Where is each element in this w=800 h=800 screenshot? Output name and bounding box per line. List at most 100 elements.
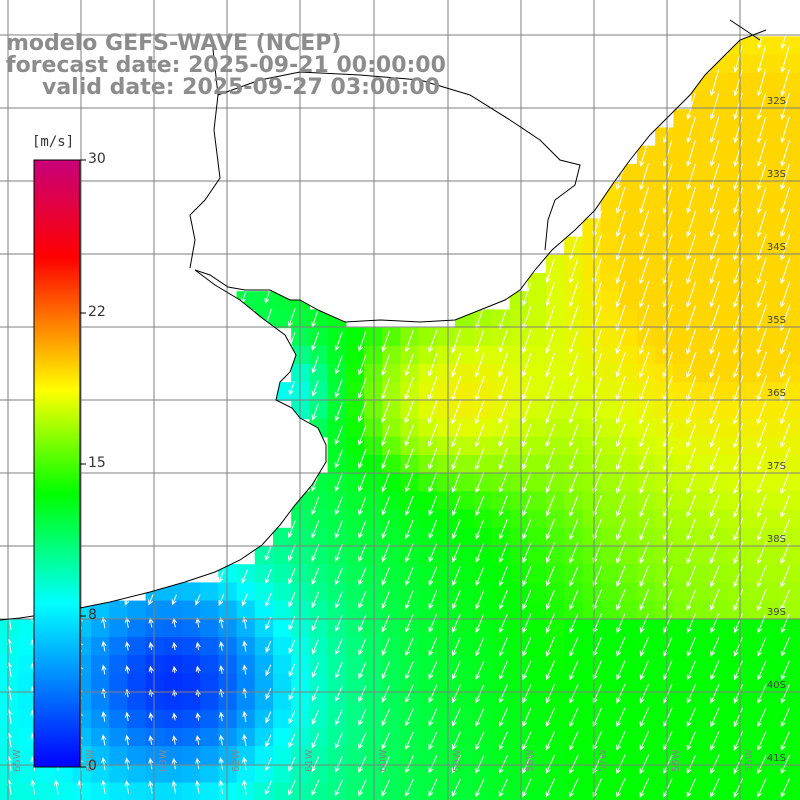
wind-arrow (545, 447, 555, 471)
wind-speed-cell (546, 509, 565, 529)
wind-speed-cell (400, 509, 420, 529)
wind-speed-cell (746, 364, 765, 383)
wind-speed-cell (691, 364, 711, 383)
wind-arrow (569, 471, 579, 494)
wind-speed-cell (600, 273, 620, 292)
wind-speed-cell (491, 709, 511, 729)
wind-speed-cell (691, 418, 711, 438)
wind-speed-cell (618, 309, 638, 329)
wind-speed-cell (746, 163, 765, 183)
wind-speed-cell (728, 582, 747, 602)
wind-speed-cell (709, 345, 729, 365)
wind-speed-cell (509, 637, 529, 656)
wind-arrow (686, 660, 696, 681)
wind-speed-cell (382, 436, 401, 456)
wind-speed-cell (691, 764, 711, 784)
wind-arrow (686, 518, 697, 541)
valid-date: valid date: 2025-09-27 03:00:00 (42, 75, 440, 100)
wind-arrow (686, 423, 697, 448)
wind-speed-cell (637, 455, 656, 474)
wind-speed-cell (673, 546, 693, 565)
colorbar-tick-label: 15 (88, 455, 106, 471)
wind-speed-cell (582, 254, 602, 274)
wind-speed-cell (436, 364, 456, 383)
wind-speed-cell (782, 345, 800, 365)
wind-arrow (757, 754, 767, 775)
wind-speed-cell (509, 509, 529, 529)
wind-arrow (709, 399, 720, 425)
wind-speed-cell (527, 473, 547, 492)
wind-arrow (242, 756, 248, 771)
wind-arrow (171, 594, 177, 606)
wind-speed-cell (764, 345, 784, 365)
wind-arrow (358, 591, 367, 609)
wind-speed-cell (691, 546, 711, 565)
wind-arrow (428, 566, 438, 587)
wind-arrow (569, 447, 579, 471)
wind-speed-cell (509, 600, 529, 620)
wind-speed-cell (709, 491, 729, 511)
wind-arrow (522, 637, 532, 657)
wind-speed-cell (746, 546, 765, 565)
wind-arrow (756, 517, 767, 541)
wind-arrow (498, 519, 508, 540)
wind-arrow (756, 163, 767, 191)
wind-speed-cell (345, 600, 365, 620)
wind-speed-cell (655, 637, 674, 656)
wind-arrow (733, 257, 744, 285)
wind-speed-cell (327, 382, 347, 401)
wind-speed-cell (364, 637, 383, 656)
wind-speed-cell (637, 582, 656, 602)
wind-arrow (381, 708, 391, 727)
wind-arrow (639, 637, 649, 657)
wind-speed-cell (691, 491, 711, 511)
wind-speed-cell (527, 527, 547, 547)
wind-speed-cell (455, 764, 474, 784)
wind-arrow (428, 755, 438, 774)
wind-speed-cell (673, 527, 693, 547)
wind-arrow (265, 664, 272, 677)
wind-arrow (545, 400, 556, 424)
wind-speed-cell (564, 382, 583, 401)
forecast-date: forecast date: 2025-09-21 00:00:00 (6, 53, 446, 78)
wind-speed-cell (291, 509, 310, 529)
wind-speed-cell (273, 764, 292, 784)
wind-speed-cell (473, 455, 492, 474)
wind-speed-cell (618, 509, 638, 529)
wind-arrow (615, 234, 626, 261)
coastline-segment (189, 39, 221, 269)
wind-speed-cell (327, 345, 347, 365)
wind-speed-cell (691, 728, 711, 747)
wind-speed-cell (673, 473, 693, 492)
wind-speed-cell (364, 709, 383, 729)
wind-arrow (639, 778, 650, 798)
wind-speed-cell (382, 746, 401, 765)
colorbar-gradient (33, 159, 81, 768)
wind-speed-cell (764, 436, 784, 456)
wind-arrow (639, 660, 649, 681)
wind-speed-cell (782, 491, 800, 511)
wind-arrow (757, 731, 767, 751)
wind-speed-cell (564, 691, 583, 711)
wind-speed-cell (618, 618, 638, 638)
wind-speed-cell (691, 345, 711, 365)
wind-speed-cell (218, 582, 238, 602)
latitude-label: 32S (767, 96, 786, 107)
wind-speed-cell (418, 655, 438, 674)
wind-arrow (545, 258, 555, 284)
wind-speed-cell (691, 309, 711, 329)
wind-arrow (475, 684, 485, 704)
wind-speed-cell (364, 600, 383, 620)
wind-speed-cell (546, 709, 565, 729)
wind-speed-cell (418, 764, 438, 784)
colorbar-tick-label: 22 (88, 304, 106, 320)
wind-speed-cell (327, 527, 347, 547)
wind-speed-cell (728, 691, 747, 711)
wind-speed-cell (655, 291, 674, 310)
wind-speed-cell (309, 345, 329, 365)
wind-speed-cell (418, 436, 438, 456)
wind-speed-cell (291, 600, 310, 620)
wind-arrow (242, 664, 248, 675)
wind-arrow (334, 378, 343, 399)
wind-arrow (404, 448, 414, 470)
